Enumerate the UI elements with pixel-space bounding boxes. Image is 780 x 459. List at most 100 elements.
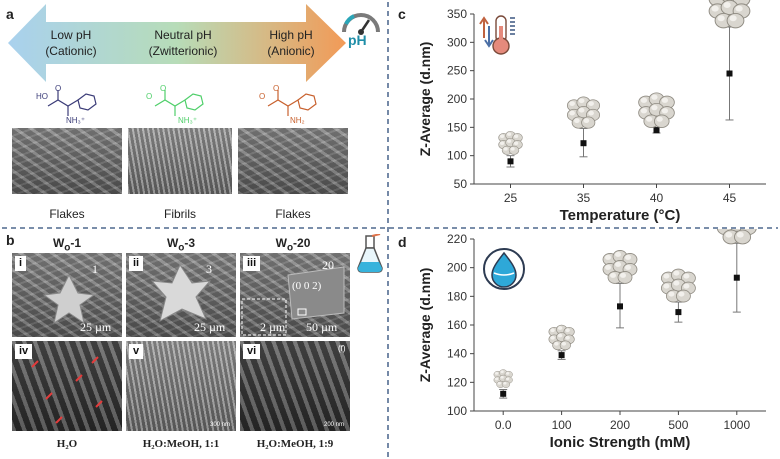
chart-ionic-strength: 100 120 140 160 180 200 220 0.0 100 200 500 1000 Ion… bbox=[417, 229, 766, 451]
sem-image-ii bbox=[126, 253, 236, 337]
solvent-h2o: H₂O bbox=[56, 438, 78, 450]
title-wo-1: Wo-1 bbox=[52, 236, 82, 254]
mol-mid-o2: O bbox=[160, 84, 167, 93]
x-tick-label: 100 bbox=[552, 418, 572, 432]
molecule-cationic bbox=[47, 90, 97, 116]
water-drop-icon bbox=[483, 248, 525, 290]
caption-flakes-right: Flakes bbox=[275, 207, 311, 221]
data-point bbox=[580, 140, 587, 147]
scale-bar-v: 300 nm bbox=[210, 422, 231, 428]
ph-gauge-icon bbox=[342, 13, 380, 35]
mol-right-o2: O bbox=[273, 84, 280, 93]
y-tick-label: 220 bbox=[447, 232, 467, 246]
ph-gradient-arrow bbox=[8, 4, 346, 82]
fibril-bundle-icon bbox=[602, 250, 638, 284]
mol-mid-nh: NH₃⁺ bbox=[178, 116, 198, 125]
high-ph-label: High pH (Anionic) bbox=[267, 28, 315, 58]
data-point bbox=[675, 309, 682, 316]
y-tick-label: 300 bbox=[447, 35, 467, 49]
panel-f-tag: (f) bbox=[338, 344, 346, 353]
title-wo-20: Wo-20 bbox=[275, 236, 311, 254]
fibril-bundle-icon bbox=[716, 229, 757, 245]
y-tick-label: 140 bbox=[447, 347, 467, 361]
scale-bar-i: 25 µm bbox=[80, 320, 112, 334]
sem-image-v bbox=[126, 341, 236, 431]
flask-icon bbox=[357, 234, 383, 273]
chart-temperature: 50 100 150 200 250 300 350 25 35 40 45 Temperature … bbox=[417, 0, 766, 224]
sem-tag-iii: iii bbox=[243, 256, 261, 271]
fibril-bundle-icon bbox=[708, 0, 751, 29]
panel-c-label: c bbox=[398, 6, 406, 22]
data-point bbox=[733, 274, 740, 281]
data-point bbox=[500, 390, 507, 397]
fibril-bundle-icon bbox=[638, 92, 675, 128]
inset-scale-bar: 2 µm bbox=[260, 320, 286, 334]
sem-tag-ii: ii bbox=[129, 256, 144, 271]
mol-right-o1: O bbox=[259, 92, 266, 101]
x-tick-label: 500 bbox=[668, 418, 688, 432]
sem-image-flakes-low-ph bbox=[12, 128, 122, 194]
scale-bar-ii: 25 µm bbox=[194, 320, 226, 334]
fibril-bundle-icon bbox=[498, 131, 523, 155]
y-tick-label: 160 bbox=[447, 318, 467, 332]
y-tick-label: 120 bbox=[447, 375, 467, 389]
y-tick-label: 200 bbox=[447, 92, 467, 106]
panel-b-label: b bbox=[6, 232, 15, 248]
panel-d-label: d bbox=[398, 234, 407, 250]
solvent-h2o-meoh-1-9: H₂O:MeOH, 1:9 bbox=[256, 438, 334, 450]
x-axis-title: Ionic Strength (mM) bbox=[550, 434, 691, 451]
x-tick-label: 35 bbox=[577, 191, 591, 205]
mol-left-ho: HO bbox=[36, 92, 48, 101]
scale-bar-iii: 50 µm bbox=[306, 320, 338, 334]
x-tick-label: 0.0 bbox=[495, 418, 512, 432]
mol-right-nh: NH₂ bbox=[290, 116, 305, 125]
panel-a-label: a bbox=[6, 6, 14, 22]
sem-number-3: 3 bbox=[206, 262, 212, 276]
data-point bbox=[617, 303, 623, 310]
x-tick-label: 45 bbox=[723, 191, 737, 205]
title-wo-3: Wo-3 bbox=[166, 236, 196, 254]
y-axis-title: Z-Average (d.nm) bbox=[417, 268, 433, 383]
y-axis-title: Z-Average (d.nm) bbox=[417, 42, 433, 157]
mol-left-nh: NH₃⁺ bbox=[66, 116, 86, 125]
x-tick-label: 200 bbox=[610, 418, 630, 432]
sem-number-1: 1 bbox=[92, 262, 98, 276]
data-point bbox=[653, 127, 660, 134]
x-axis-title: Temperature (°C) bbox=[560, 207, 681, 224]
caption-flakes-left: Flakes bbox=[49, 207, 85, 221]
sem-image-fibrils bbox=[128, 128, 232, 194]
ph-icon-text: pH bbox=[348, 32, 367, 48]
miller-index: (0 0 2) bbox=[292, 280, 322, 292]
sem-image-flakes-high-ph bbox=[238, 128, 348, 194]
sem-tag-iv: iv bbox=[15, 344, 33, 359]
fibril-bundle-icon bbox=[660, 268, 696, 303]
sem-number-20: 20 bbox=[322, 258, 334, 272]
y-tick-label: 50 bbox=[454, 177, 468, 191]
sem-tag-vi: vi bbox=[243, 344, 261, 359]
data-point bbox=[726, 70, 733, 77]
y-tick-label: 180 bbox=[447, 289, 467, 303]
sem-tag-i: i bbox=[15, 256, 27, 271]
molecule-zwitterionic bbox=[154, 90, 204, 116]
y-tick-label: 100 bbox=[447, 149, 467, 163]
fibril-bundle-icon bbox=[493, 369, 513, 388]
x-tick-label: 1000 bbox=[723, 418, 750, 432]
data-point bbox=[558, 352, 565, 359]
solvent-h2o-meoh-1-1: H₂O:MeOH, 1:1 bbox=[142, 438, 220, 450]
molecule-anionic bbox=[267, 90, 317, 116]
fibril-bundle-icon bbox=[548, 324, 575, 351]
y-tick-label: 250 bbox=[447, 64, 467, 78]
data-point bbox=[507, 158, 514, 165]
x-tick-label: 40 bbox=[650, 191, 664, 205]
y-tick-label: 100 bbox=[447, 404, 467, 418]
mol-left-o: O bbox=[55, 84, 62, 93]
sem-tag-v: v bbox=[129, 344, 144, 359]
mol-mid-o1: O bbox=[146, 92, 153, 101]
neutral-ph-label: Neutral pH (Zwitterionic) bbox=[148, 28, 218, 58]
y-tick-label: 350 bbox=[447, 7, 467, 21]
x-tick-label: 25 bbox=[504, 191, 518, 205]
sem-image-i bbox=[12, 253, 122, 337]
y-tick-label: 200 bbox=[447, 261, 467, 275]
scale-bar-vi: 200 nm bbox=[324, 422, 345, 428]
